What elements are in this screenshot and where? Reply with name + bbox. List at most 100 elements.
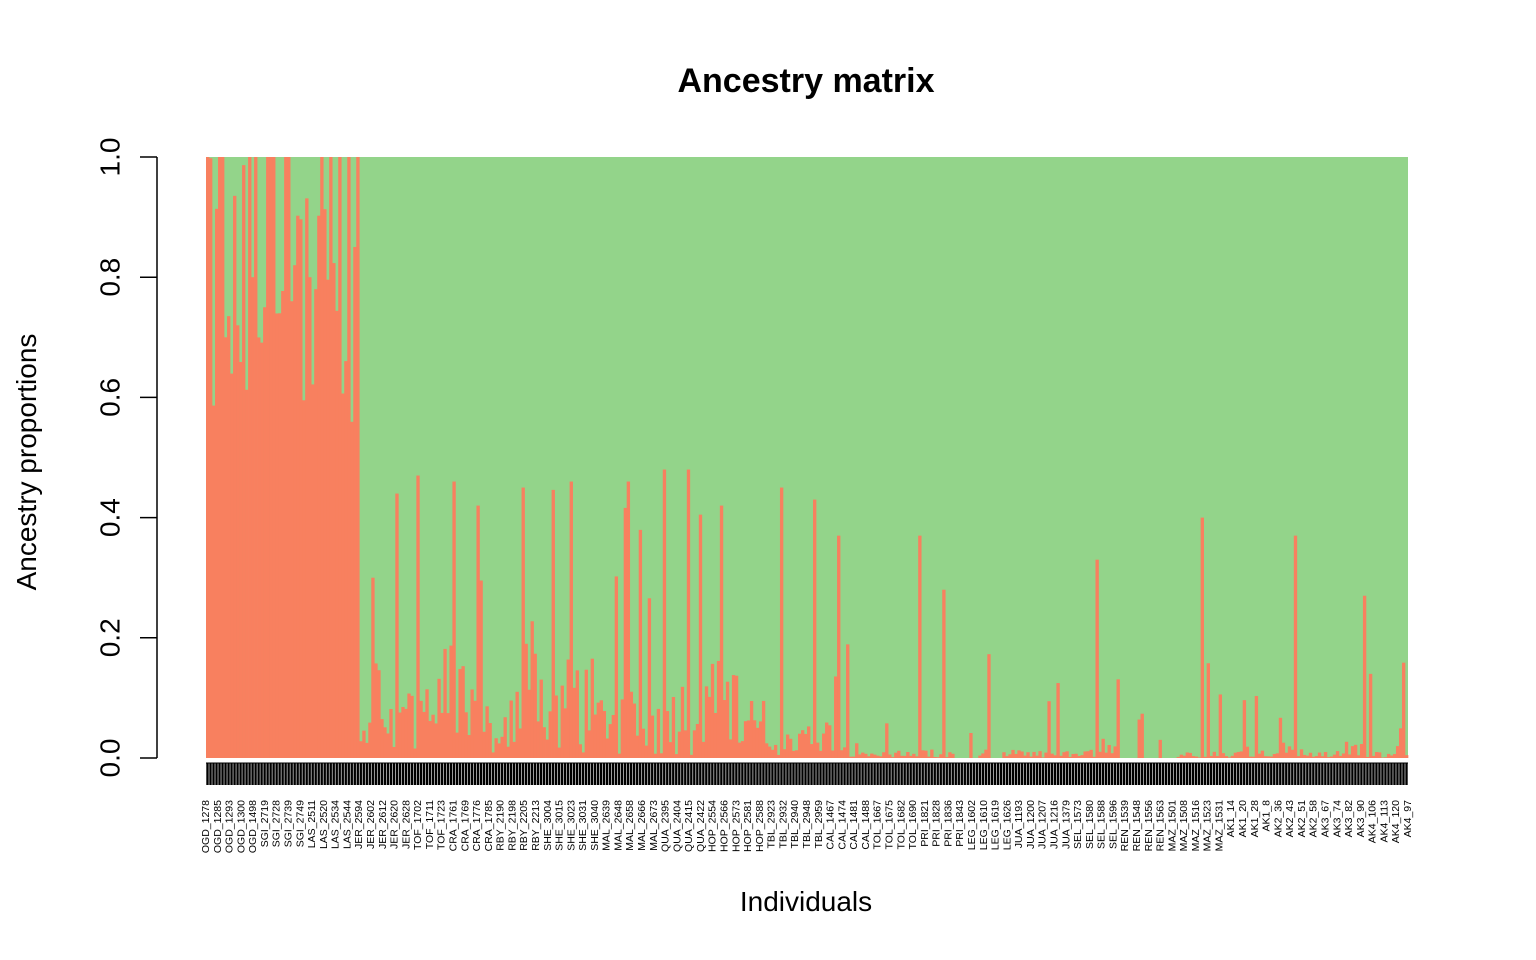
ancestry-bar (776, 754, 781, 758)
ancestry-bar (1074, 753, 1078, 758)
ancestry-bar (1263, 756, 1268, 758)
x-tick-label: LAS_2511 (306, 800, 318, 848)
ancestry-bar (1188, 752, 1192, 758)
ancestry-bar (296, 215, 300, 758)
ancestry-bar (560, 685, 564, 758)
x-tick-label: JUA_1193 (1013, 800, 1025, 848)
ancestry-bar (885, 723, 889, 758)
ancestry-bar (1158, 739, 1162, 758)
ancestry-bar (1341, 753, 1346, 758)
x-tick-label: JUA_1379 (1060, 800, 1072, 849)
ancestry-bar (728, 739, 733, 758)
ancestry-bar (864, 753, 868, 758)
ancestry-bar (383, 727, 387, 758)
ancestry-bar (713, 712, 718, 758)
ancestry-bar (356, 157, 360, 758)
ancestry-bar (710, 663, 715, 758)
ancestry-bar (596, 702, 600, 758)
ancestry-bar (734, 675, 739, 758)
ancestry-bar (317, 215, 321, 758)
ancestry-bar (587, 730, 591, 758)
ancestry-bar (209, 158, 213, 759)
ancestry-bar (353, 246, 357, 758)
ancestry-bar (1260, 750, 1265, 758)
x-tick-label: AK4_106 (1367, 800, 1379, 843)
ancestry-bar (239, 361, 243, 758)
x-tick-label: TOL_1675 (883, 800, 895, 850)
ancestry-bar (1197, 757, 1201, 758)
x-tick-label: HOP_2554 (707, 800, 719, 852)
ancestry-bar (608, 724, 613, 758)
x-tick-label: CAL_1474 (836, 800, 848, 850)
ancestry-bar (266, 157, 270, 758)
ancestry-bar (236, 325, 240, 758)
ancestry-bar (692, 730, 697, 758)
ancestry-bar (533, 653, 537, 758)
ancestry-bar (900, 755, 904, 758)
ancestry-bar (323, 209, 327, 758)
ancestry-bar (1281, 742, 1286, 758)
ancestry-bar (206, 157, 210, 758)
ancestry-bar (782, 749, 787, 758)
ancestry-bar (1389, 755, 1394, 758)
ancestry-bar (584, 669, 588, 758)
ancestry-bar (437, 678, 441, 758)
x-tick-label: PRI_1828 (931, 800, 943, 847)
ancestry-bar (1053, 755, 1057, 758)
ancestry-bar (1251, 756, 1256, 758)
ancestry-bar (662, 469, 667, 758)
ancestry-bar (521, 487, 525, 758)
ancestry-bar (1116, 679, 1120, 758)
ancestry-bar (984, 749, 988, 758)
x-tick-label: REN_1563 (1155, 800, 1167, 852)
x-tick-label: CAL_1467 (825, 800, 837, 850)
ancestry-bar (1317, 752, 1322, 758)
ancestry-bar (275, 313, 279, 758)
y-tick-label: 0.8 (94, 258, 125, 297)
ancestry-bar (536, 721, 540, 758)
ancestry-bar (1050, 753, 1054, 758)
ancestry-bar (1062, 752, 1066, 758)
x-tick-label: RBY_2190 (495, 800, 507, 851)
ancestry-bar (882, 752, 886, 758)
ancestry-bar (761, 700, 766, 758)
ancestry-bar (428, 721, 432, 758)
ancestry-bar (593, 714, 597, 758)
ancestry-bar (773, 744, 778, 758)
x-tick-label: MAL_2666 (636, 800, 648, 851)
ancestry-bar (969, 733, 973, 758)
ancestry-bar (551, 489, 555, 758)
ancestry-bar (1026, 752, 1030, 758)
ancestry-bar (1275, 753, 1280, 758)
ancestry-bar (1011, 749, 1015, 758)
ancestry-bar (635, 735, 640, 758)
ancestry-bar (852, 756, 856, 758)
ancestry-bar (837, 535, 841, 758)
ancestry-bar (545, 739, 549, 758)
ancestry-bar (1101, 738, 1105, 758)
ancestry-bar (1218, 694, 1223, 758)
ancestry-bar (680, 686, 685, 758)
ancestry-bar (1365, 757, 1370, 758)
ancestry-bar (422, 711, 426, 758)
ancestry-bar (479, 580, 483, 758)
ancestry-bar (281, 291, 285, 758)
ancestry-bar (401, 706, 405, 758)
ancestry-bar (921, 750, 925, 758)
ancestry-bar (1272, 754, 1277, 758)
ancestry-bar (825, 722, 829, 758)
ancestry-bar (945, 757, 949, 758)
x-tick-label: JUA_1200 (1025, 800, 1037, 849)
ancestry-bar (500, 736, 504, 758)
chart-title: Ancestry matrix (677, 62, 934, 100)
ancestry-bar (467, 735, 471, 758)
ancestry-bar (407, 693, 411, 758)
ancestry-bar (269, 157, 273, 758)
ancestry-bar (548, 711, 552, 758)
ancestry-bar (1212, 751, 1217, 758)
ancestry-bar (743, 721, 748, 758)
ancestry-bar (620, 699, 625, 758)
ancestry-bar (629, 691, 634, 758)
ancestry-bar (1290, 749, 1295, 758)
ancestry-bar (843, 747, 847, 758)
